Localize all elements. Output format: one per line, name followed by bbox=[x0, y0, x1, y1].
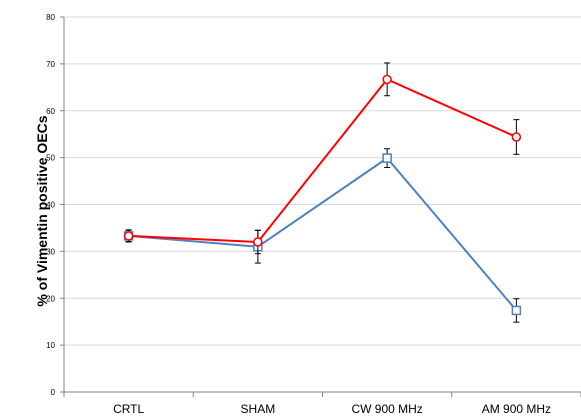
data-point bbox=[253, 237, 263, 247]
y-tick-label: 40 bbox=[46, 201, 55, 210]
x-category-label: SHAM bbox=[241, 402, 276, 416]
x-category-label: AM 900 MHz bbox=[482, 402, 551, 416]
series-line bbox=[128, 156, 518, 312]
series-line bbox=[128, 78, 517, 244]
y-tick-label: 0 bbox=[51, 388, 56, 397]
y-tick-label: 50 bbox=[46, 154, 55, 163]
y-tick-label: 60 bbox=[46, 107, 55, 116]
x-category-labels: CRTL SHAM CW 900 MHz AM 900 MHz bbox=[113, 402, 551, 416]
data-point bbox=[382, 153, 392, 163]
series-group bbox=[123, 62, 522, 255]
data-point bbox=[511, 132, 522, 142]
data-point bbox=[382, 74, 392, 85]
series-layer bbox=[123, 62, 522, 323]
data-point bbox=[511, 305, 522, 316]
y-axis-title: % of Vimentin positive OECs bbox=[34, 115, 50, 306]
gridlines bbox=[64, 16, 581, 346]
data-point bbox=[123, 231, 134, 241]
y-tick-labels: 0 10 20 30 40 50 60 70 80 bbox=[46, 13, 55, 397]
axes bbox=[60, 16, 581, 397]
series-group bbox=[123, 148, 522, 323]
x-category-label: CW 900 MHz bbox=[351, 402, 422, 416]
y-tick-label: 70 bbox=[46, 60, 55, 69]
y-tick-label: 20 bbox=[46, 294, 55, 303]
y-tick-label: 30 bbox=[46, 247, 55, 256]
y-tick-label: 80 bbox=[46, 13, 55, 22]
x-category-label: CRTL bbox=[113, 402, 144, 416]
y-tick-label: 10 bbox=[46, 341, 55, 350]
